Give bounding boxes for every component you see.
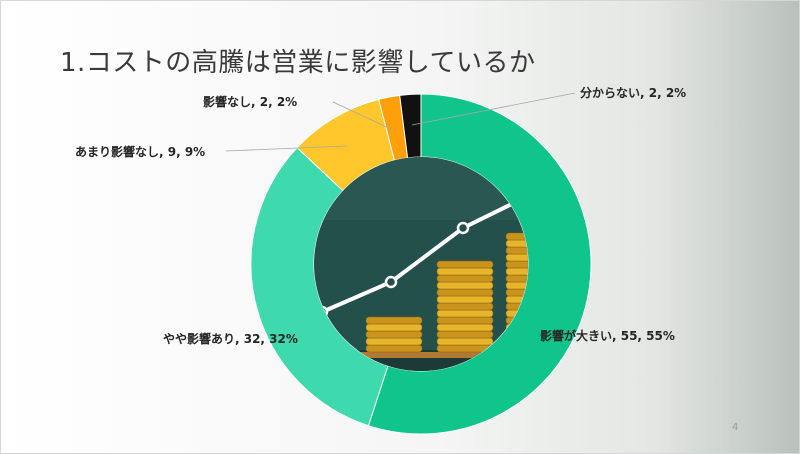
- trend-point: [456, 221, 470, 235]
- leader-line-agree: [332, 101, 394, 131]
- leader-line-little: [225, 145, 348, 152]
- coin: [436, 260, 494, 269]
- coin: [436, 316, 494, 325]
- trend-line: [321, 198, 521, 314]
- coin: [436, 267, 494, 276]
- slide-title: 1.コストの高騰は営業に影響しているか: [60, 48, 536, 78]
- coin: [436, 309, 494, 318]
- coin: [436, 330, 494, 339]
- data-label-unknown: 分からない, 2, 2%: [580, 85, 686, 100]
- coin: [436, 295, 494, 304]
- coin: [436, 274, 494, 283]
- coin: [436, 337, 494, 346]
- coin: [436, 288, 494, 297]
- coin: [365, 344, 423, 353]
- data-label-none: 影響なし, 2, 2%: [203, 94, 297, 109]
- trend-point: [384, 275, 398, 289]
- coin: [436, 302, 494, 311]
- data-label-large: 影響が大きい, 55, 55%: [540, 328, 675, 343]
- leader-line-unknown: [411, 92, 576, 126]
- coin: [436, 281, 494, 290]
- data-label-little: あまり影響なし, 9, 9%: [75, 144, 205, 159]
- coin: [365, 330, 423, 339]
- data-label-some: やや影響あり, 32, 32%: [163, 331, 298, 346]
- coin: [365, 316, 423, 325]
- coin: [365, 323, 423, 332]
- coin: [365, 337, 423, 346]
- coin: [436, 323, 494, 332]
- page-number: 4: [732, 422, 739, 433]
